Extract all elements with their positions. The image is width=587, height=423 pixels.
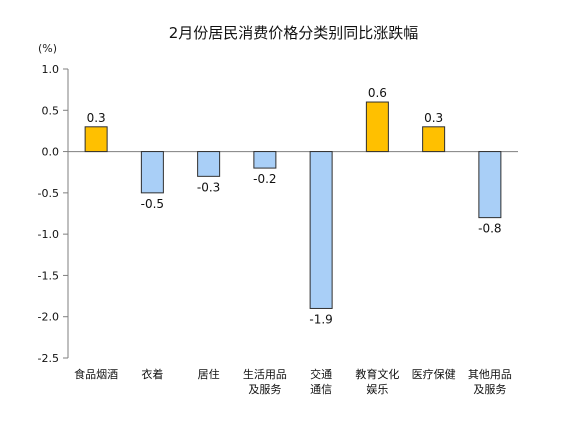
bar [197, 151, 221, 177]
y-tick-label: 0.0 [42, 146, 60, 159]
x-category-label: 居住 [198, 367, 220, 381]
bar [253, 151, 277, 169]
y-tick-label: -1.0 [38, 228, 59, 241]
x-category-label: 教育文化 [355, 367, 399, 381]
x-category-label: 交通 [310, 367, 332, 381]
y-tick-label: -1.5 [38, 269, 59, 282]
x-category-label: 生活用品 [243, 367, 287, 381]
y-tick-label: 1.0 [42, 63, 60, 76]
bar-value-label: -0.8 [478, 222, 501, 236]
bar [84, 126, 108, 153]
y-tick-label: -2.5 [38, 352, 59, 365]
x-category-label: 通信 [310, 383, 332, 396]
x-category-label: 及服务 [248, 383, 281, 396]
bar [365, 101, 389, 153]
bar-value-label: -0.2 [253, 172, 276, 186]
chart-title: 2月份居民消费价格分类别同比涨跌幅 [168, 24, 419, 42]
bar-value-label: 0.6 [368, 86, 387, 100]
y-tick-label: 0.5 [42, 104, 60, 117]
x-category-label: 及服务 [473, 383, 506, 396]
bar [422, 126, 446, 153]
y-axis-unit: (%) [38, 42, 58, 55]
x-category-label: 医疗保健 [412, 367, 456, 381]
bar-value-label: -1.9 [309, 312, 332, 326]
bar-value-label: 0.3 [424, 111, 443, 125]
x-category-label: 其他用品 [468, 368, 512, 381]
bar [140, 151, 164, 194]
bar-value-label: 0.3 [87, 111, 106, 125]
x-category-label: 娱乐 [366, 382, 388, 396]
y-tick-label: -0.5 [38, 187, 59, 200]
bar-value-label: -0.3 [197, 180, 220, 194]
x-category-label: 衣着 [141, 367, 163, 381]
bar [309, 151, 333, 309]
x-category-label: 食品烟酒 [74, 367, 118, 381]
y-tick-label: -2.0 [38, 311, 59, 324]
bar [478, 151, 502, 219]
bar-value-label: -0.5 [141, 197, 164, 211]
